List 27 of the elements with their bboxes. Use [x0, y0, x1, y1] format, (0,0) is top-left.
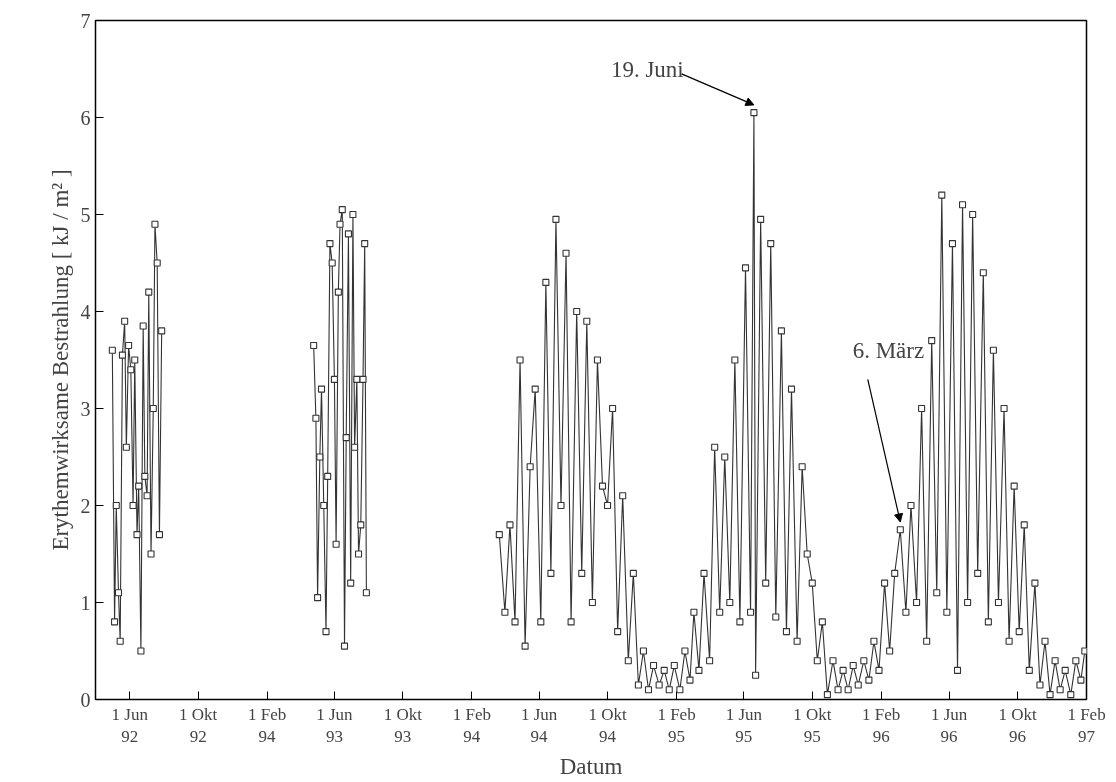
x-tick-label: 1 Jun 95: [725, 704, 763, 747]
x-tick-label: 1 Jun 93: [316, 704, 354, 747]
x-tick-label: 1 Jun 96: [930, 704, 968, 747]
y-tick-label: 7: [80, 9, 91, 32]
x-tick-label: 1 Feb 94: [452, 704, 491, 747]
annotation: 19. Juni: [610, 56, 684, 82]
y-axis-title: Erythemwirksame Bestrahlung [ kJ / m² ]: [47, 169, 73, 551]
y-tick-label: 1: [80, 591, 91, 614]
x-tick-label: 1 Okt 95: [793, 704, 832, 747]
x-tick-label: 1 Okt 92: [179, 704, 218, 747]
x-tick-label: 1 Feb 96: [862, 704, 901, 747]
x-tick-label: 1 Feb 97: [1067, 704, 1106, 747]
x-tick-label: 1 Okt 96: [998, 704, 1037, 747]
x-axis-title: Datum: [559, 754, 623, 780]
x-tick-label: 1 Okt 94: [588, 704, 627, 747]
x-tick-label: 1 Jun 94: [520, 704, 558, 747]
annotation: 6. März: [852, 337, 925, 363]
y-tick-label: 4: [80, 300, 91, 323]
x-tick-label: 1 Okt 93: [383, 704, 423, 747]
y-tick-label: 2: [80, 494, 91, 517]
y-tick-label: 5: [80, 203, 91, 226]
y-tick-label: 3: [80, 397, 91, 420]
x-tick-label: 1 Feb 95: [657, 704, 696, 747]
y-tick-label: 6: [80, 106, 91, 129]
y-tick-label: 0: [80, 688, 91, 711]
x-tick-label: 1 Jun 92: [111, 704, 149, 747]
x-tick-label: 1 Feb 94: [247, 704, 287, 747]
